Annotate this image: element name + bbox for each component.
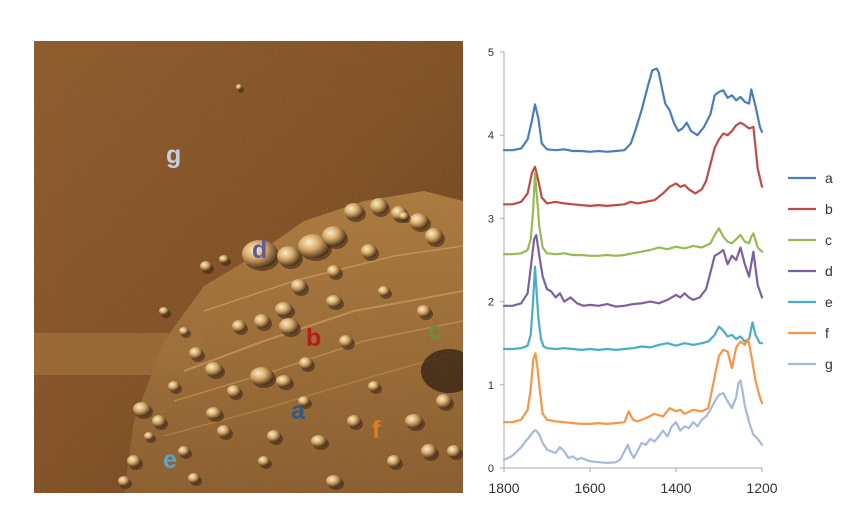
y-tick-label: 3 xyxy=(488,213,494,225)
y-tick-label: 1 xyxy=(488,380,494,392)
afm-label-d: d xyxy=(252,236,267,264)
afm-label-b: b xyxy=(306,324,321,352)
series-line-d xyxy=(502,233,764,308)
series-line-a xyxy=(502,67,764,153)
afm-image-canvas: g d b c a f e xyxy=(34,41,463,493)
y-tick-label: 2 xyxy=(488,297,494,309)
series-lines xyxy=(502,67,764,465)
series-line-b xyxy=(502,121,764,207)
x-tick-label: 1400 xyxy=(660,480,691,496)
legend-label-a: a xyxy=(825,170,833,186)
afm-label-f: f xyxy=(372,416,381,444)
x-axis-ticks: 1800 1600 1400 1200 xyxy=(488,468,778,496)
series-line-f xyxy=(502,337,764,425)
legend-label-c: c xyxy=(825,232,832,248)
series-line-e xyxy=(502,265,764,351)
legend-label-d: d xyxy=(825,263,833,279)
legend-label-e: e xyxy=(825,294,833,310)
y-axis-ticks: 0 1 2 3 4 5 xyxy=(488,47,504,475)
afm-label-a: a xyxy=(291,397,306,425)
afm-label-c: c xyxy=(428,317,442,345)
x-tick-label: 1600 xyxy=(574,480,605,496)
series-line-c xyxy=(502,171,764,257)
legend-label-f: f xyxy=(825,325,829,341)
legend-label-b: b xyxy=(825,201,833,217)
y-tick-label: 5 xyxy=(488,47,494,59)
afm-label-e: e xyxy=(163,446,177,474)
afm-label-g: g xyxy=(166,141,181,169)
y-tick-label: 0 xyxy=(488,463,494,475)
x-tick-label: 1200 xyxy=(746,480,777,496)
series-line-g xyxy=(502,379,764,465)
afm-image: g d b c a f e xyxy=(34,41,463,493)
legend-label-g: g xyxy=(825,356,833,372)
y-tick-label: 4 xyxy=(488,130,494,142)
x-tick-label: 1800 xyxy=(488,480,519,496)
